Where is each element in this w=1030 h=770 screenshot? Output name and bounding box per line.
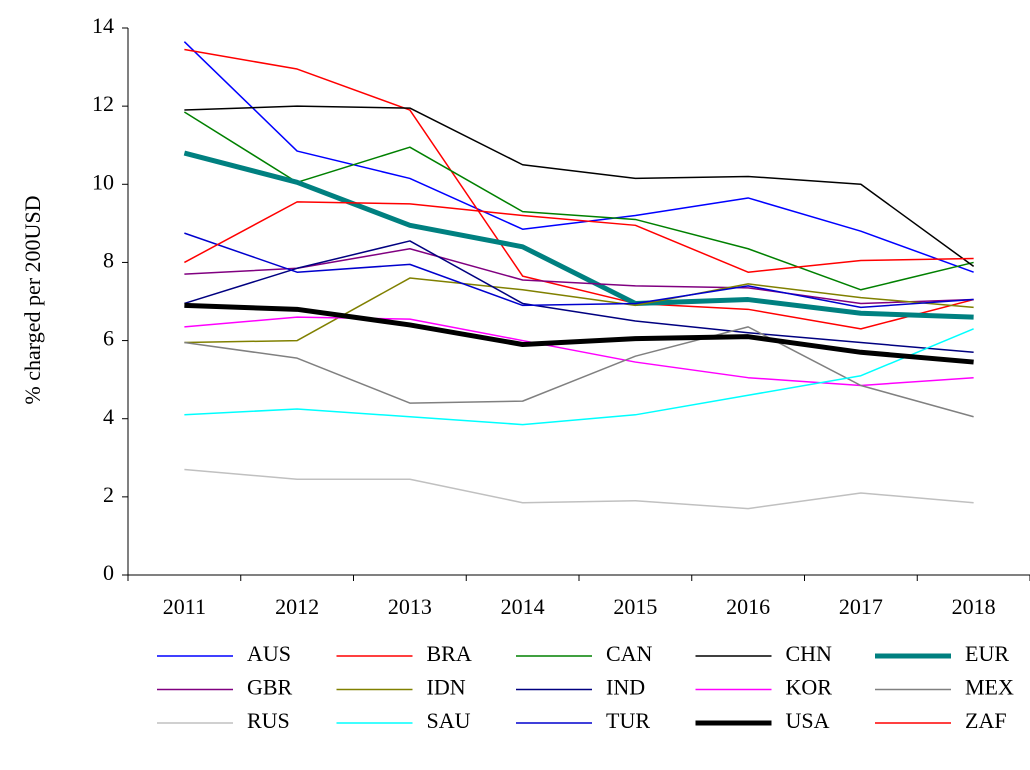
x-tick-label: 2018 [952, 594, 996, 619]
legend-label: CAN [606, 641, 653, 666]
legend-label: IND [606, 675, 645, 700]
y-tick-label: 2 [103, 482, 114, 507]
y-tick-label: 10 [92, 169, 114, 194]
series-line [184, 48, 974, 330]
y-tick-label: 0 [103, 560, 114, 585]
legend-label: GBR [247, 675, 293, 700]
series-line [184, 468, 974, 510]
x-tick-label: 2013 [388, 594, 432, 619]
legend-label: SAU [427, 708, 471, 733]
legend-label: BRA [427, 641, 472, 666]
series-line [184, 328, 974, 426]
legend-label: CHN [786, 641, 833, 666]
series-line [183, 150, 974, 320]
y-tick-label: 6 [103, 326, 114, 351]
series-line [184, 302, 974, 365]
x-tick-label: 2015 [613, 594, 657, 619]
y-tick-label: 12 [92, 91, 114, 116]
series-line [184, 248, 974, 305]
x-tick-label: 2012 [275, 594, 319, 619]
series-line [184, 316, 974, 387]
series-line [183, 41, 974, 273]
x-tick-label: 2011 [163, 594, 206, 619]
y-tick-label: 14 [92, 13, 114, 38]
series-line [184, 105, 975, 267]
series-line [184, 201, 974, 273]
y-tick-label: 8 [103, 247, 114, 272]
series-line [184, 240, 974, 354]
series-line [184, 277, 974, 344]
x-tick-label: 2014 [501, 594, 545, 619]
series-line [184, 232, 974, 309]
legend-label: IDN [427, 675, 466, 700]
x-tick-label: 2017 [839, 594, 883, 619]
legend-label: RUS [247, 708, 290, 733]
legend-label: MEX [965, 675, 1014, 700]
y-axis-label: % charged per 200USD [20, 195, 45, 404]
series-line [184, 326, 974, 418]
legend-label: TUR [606, 708, 650, 733]
legend-label: EUR [965, 641, 1009, 666]
legend-label: USA [786, 708, 830, 733]
legend-label: KOR [786, 675, 833, 700]
legend-label: AUS [247, 641, 291, 666]
legend-label: ZAF [965, 708, 1007, 733]
x-tick-label: 2016 [726, 594, 770, 619]
y-tick-label: 4 [103, 404, 114, 429]
series-line [183, 111, 974, 291]
